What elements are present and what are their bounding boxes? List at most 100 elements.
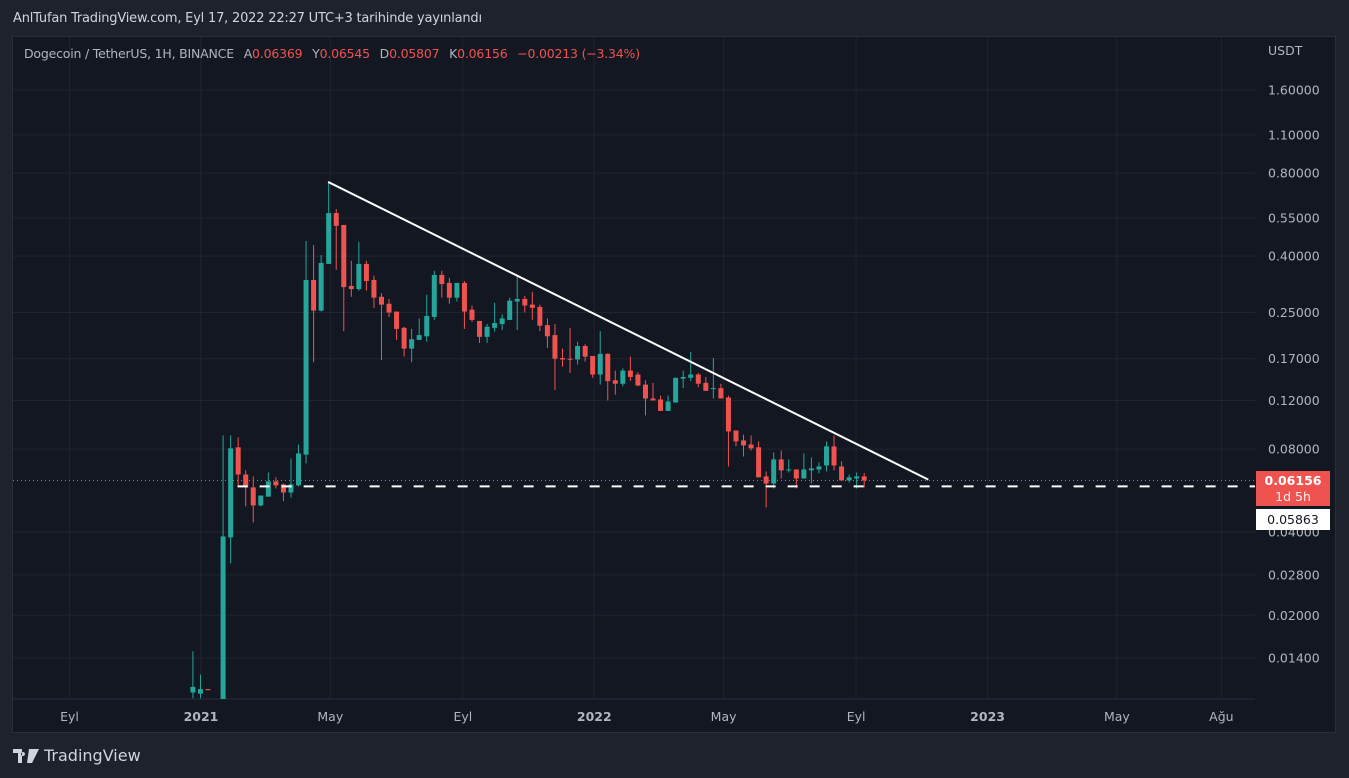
candle-body	[650, 398, 656, 401]
candle	[597, 331, 603, 385]
symbol-legend: Dogecoin / TetherUS, 1H, BINANCE A0.0636…	[24, 46, 640, 61]
price-tick-label: 0.40000	[1268, 249, 1320, 264]
publication-title: AnlTufan TradingView.com, Eyl 17, 2022 2…	[13, 11, 482, 26]
candle	[831, 435, 837, 471]
price-tick-label: 0.01400	[1268, 651, 1320, 666]
candle-body	[635, 374, 641, 386]
candle-body	[235, 447, 241, 475]
candle	[552, 324, 558, 390]
candle	[273, 477, 279, 489]
time-tick-label: 2022	[577, 709, 612, 724]
candle	[461, 281, 467, 329]
candle	[627, 356, 633, 382]
candle	[590, 355, 596, 378]
candle	[197, 674, 203, 699]
candle	[771, 452, 777, 489]
candle	[446, 277, 452, 304]
candle-body	[311, 279, 317, 311]
candle	[816, 462, 822, 474]
candle-body	[658, 399, 664, 411]
candle-body	[839, 466, 845, 481]
candle	[394, 311, 400, 340]
candle-body	[861, 476, 867, 481]
time-axis[interactable]: Eyl 2021 May Eyl 2022 May Eyl 2023 May Ağu	[60, 709, 1233, 724]
candle-body	[371, 279, 377, 298]
candle-body	[786, 469, 792, 471]
candle	[296, 444, 302, 487]
candle-body	[763, 476, 769, 484]
candle-body	[537, 306, 543, 326]
candle	[635, 372, 641, 387]
candle-body	[808, 468, 814, 471]
candle-body	[469, 309, 475, 320]
candle-body	[854, 476, 860, 479]
candle-body	[710, 388, 716, 390]
candle-body	[620, 370, 626, 384]
candle-body	[197, 689, 203, 694]
candle	[363, 260, 369, 291]
candle-body	[522, 298, 528, 306]
candle-body	[590, 355, 596, 375]
price-tick-label: 0.02000	[1268, 608, 1320, 623]
candle	[499, 314, 505, 331]
candle-body	[741, 440, 747, 446]
candle	[801, 453, 807, 479]
price-tick-label: 0.02800	[1268, 567, 1320, 582]
candle	[492, 302, 498, 332]
candle	[605, 353, 611, 401]
candle	[688, 351, 694, 382]
candle	[620, 368, 626, 387]
candle	[378, 293, 384, 361]
current-price: 0.06156	[1264, 473, 1322, 488]
candle-body	[816, 466, 822, 470]
bar-countdown: 1d 5h	[1275, 489, 1311, 504]
price-tick-label: 1.60000	[1268, 83, 1320, 98]
candle	[311, 245, 317, 363]
price-axis[interactable]: 1.60000 1.10000 0.80000 0.55000 0.40000 0.250…	[1268, 83, 1320, 666]
candle-body	[529, 304, 535, 308]
candle-body	[575, 346, 581, 360]
candle-body	[326, 213, 332, 264]
time-tick-label: 2023	[970, 709, 1005, 724]
candle	[695, 372, 701, 388]
time-tick-label: May	[711, 709, 737, 724]
candle-body	[386, 303, 392, 313]
time-tick-label: Eyl	[60, 709, 79, 724]
time-tick-label: May	[317, 709, 343, 724]
candle	[205, 689, 211, 691]
candle	[673, 377, 679, 403]
tradingview-brand[interactable]: TradingView	[13, 746, 141, 765]
candle	[348, 260, 354, 297]
candle-body	[831, 446, 837, 466]
candle-body	[258, 495, 264, 506]
candle	[763, 471, 769, 508]
candle	[786, 459, 792, 473]
candle-body	[627, 370, 633, 377]
candle	[235, 437, 241, 488]
candle	[710, 358, 716, 399]
candle	[454, 282, 460, 302]
close-value: 0.06156	[457, 46, 508, 61]
symbol-name[interactable]: Dogecoin / TetherUS, 1H, BINANCE	[24, 46, 234, 61]
descending-trendline	[327, 181, 929, 481]
candle-body	[499, 318, 505, 325]
candle-body	[333, 213, 339, 226]
candle	[665, 395, 671, 411]
candle-body	[484, 326, 490, 337]
grid-lines	[13, 37, 1255, 700]
candle-body	[446, 282, 452, 298]
candle	[861, 473, 867, 488]
candle	[386, 298, 392, 317]
candle-body	[394, 311, 400, 329]
candle	[265, 472, 271, 497]
candle-body	[363, 263, 369, 282]
price-tick-label: 0.08000	[1268, 442, 1320, 457]
candle	[341, 224, 347, 332]
candle	[318, 254, 324, 312]
candle-body	[424, 315, 430, 337]
candle	[567, 327, 573, 373]
candle	[401, 326, 407, 357]
candle	[514, 275, 520, 331]
candle-body	[288, 484, 294, 493]
